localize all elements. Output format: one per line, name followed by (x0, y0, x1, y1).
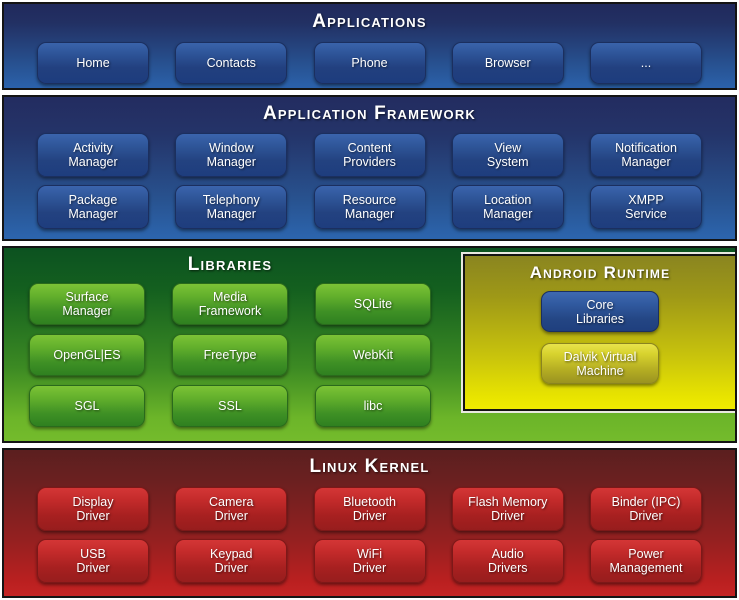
layer-title-application-framework: Application Framework (263, 103, 476, 124)
box-label: WebKit (352, 348, 394, 362)
box-label: ... (640, 56, 652, 70)
box-display-driver[interactable]: Display Driver (37, 487, 149, 531)
box-notification-manager[interactable]: Notification Manager (590, 133, 702, 177)
box-package-manager[interactable]: Package Manager (37, 185, 149, 229)
box-binder-ipc-driver[interactable]: Binder (IPC) Driver (590, 487, 702, 531)
box-freetype[interactable]: FreeType (172, 334, 288, 376)
box-opengl-es[interactable]: OpenGL|ES (29, 334, 145, 376)
box-label: SQLite (353, 297, 393, 311)
box-label: Surface Manager (62, 290, 112, 318)
box-item-4[interactable]: ... (590, 42, 702, 84)
framework-row-1: Activity Manager Window Manager Content Provi… (4, 123, 735, 177)
box-libc[interactable]: libc (315, 385, 431, 427)
box-activity-manager[interactable]: Activity Manager (37, 133, 149, 177)
kernel-row-2: USB Driver Keypad Driver WiFi Driver Audio Driv… (4, 531, 735, 583)
box-label: Resource Manager (342, 193, 397, 221)
kernel-row-1: Display Driver Camera Driver Bluetooth Driver… (4, 476, 735, 531)
box-dalvik-virtual-machine[interactable]: Dalvik Virtual Machine (541, 343, 659, 384)
box-webkit[interactable]: WebKit (315, 334, 431, 376)
box-camera-driver[interactable]: Camera Driver (175, 487, 288, 531)
box-label: Display Driver (72, 495, 114, 523)
box-label: Flash Memory Driver (468, 495, 548, 523)
box-label: Activity Manager (68, 141, 118, 169)
box-flash-memory-driver[interactable]: Flash Memory Driver (451, 487, 564, 531)
box-core-libraries[interactable]: Core Libraries (541, 291, 659, 332)
box-label: Package Manager (68, 193, 118, 221)
box-label: Location Manager (483, 193, 533, 221)
box-contacts[interactable]: Contacts (175, 42, 288, 84)
layer-linux-kernel: Linux Kernel Display Driver Camera Driver Bl… (2, 448, 737, 598)
box-label: Binder (IPC) Driver (611, 495, 681, 523)
box-label: FreeType (203, 348, 257, 362)
libraries-column: Libraries Surface Manager Media Framework SQ… (4, 248, 456, 427)
box-label: Browser (484, 56, 531, 70)
applications-row-1: Home Contacts Phone Browser... (4, 31, 735, 84)
layer-android-runtime: Android Runtime Core Libraries Dalvik Virt… (461, 252, 735, 413)
box-browser[interactable]: Browser (451, 42, 564, 84)
box-label: libc (363, 399, 383, 413)
runtime-boxes: Core Libraries Dalvik Virtual Machine (465, 281, 735, 384)
box-surface-manager[interactable]: Surface Manager (29, 283, 145, 325)
box-label: XMPP Service (625, 193, 667, 221)
libraries-row-2: OpenGL|ES FreeType WebKit (4, 325, 456, 376)
box-label: View System (486, 141, 529, 169)
box-wifi-driver[interactable]: WiFi Driver (313, 539, 426, 583)
box-label: Content Providers (343, 141, 396, 169)
box-label: SGL (74, 399, 100, 413)
box-label: WiFi Driver (352, 547, 387, 575)
box-label: Home (76, 56, 110, 70)
layer-title-applications: Applications (312, 11, 427, 32)
box-keypad-driver[interactable]: Keypad Driver (175, 539, 288, 583)
box-label: Keypad Driver (210, 547, 253, 575)
layer-applications: Applications Home Contacts Phone Browser... (2, 2, 737, 90)
box-sgl[interactable]: SGL (29, 385, 145, 427)
layer-title-android-runtime: Android Runtime (529, 263, 671, 282)
framework-row-2: Package Manager Telephony Manager Resource Ma… (4, 177, 735, 229)
box-ssl[interactable]: SSL (172, 385, 288, 427)
box-label: Phone (351, 56, 388, 70)
layer-title-libraries: Libraries (187, 254, 273, 275)
box-view-system[interactable]: View System (451, 133, 564, 177)
box-xmpp-service[interactable]: XMPP Service (590, 185, 702, 229)
box-label: Media Framework (198, 290, 262, 318)
libraries-row-1: Surface Manager Media Framework SQLite (4, 274, 456, 325)
layer-libraries: Libraries Surface Manager Media Framework SQ… (2, 246, 737, 443)
box-label: Core Libraries (576, 297, 624, 326)
box-telephony-manager[interactable]: Telephony Manager (175, 185, 288, 229)
box-media-framework[interactable]: Media Framework (172, 283, 288, 325)
box-usb-driver[interactable]: USB Driver (37, 539, 149, 583)
box-label: Telephony Manager (202, 193, 260, 221)
box-audio-drivers[interactable]: Audio Drivers (451, 539, 564, 583)
box-label: USB Driver (76, 547, 110, 575)
box-location-manager[interactable]: Location Manager (451, 185, 564, 229)
box-bluetooth-driver[interactable]: Bluetooth Driver (313, 487, 426, 531)
box-phone[interactable]: Phone (313, 42, 426, 84)
box-label: Dalvik Virtual Machine (563, 349, 637, 378)
box-power-management[interactable]: Power Management (590, 539, 702, 583)
box-label: SSL (218, 399, 242, 413)
box-content-providers[interactable]: Content Providers (313, 133, 426, 177)
layer-title-linux-kernel: Linux Kernel (309, 456, 430, 477)
box-label: Contacts (206, 56, 256, 70)
libraries-row-3: SGL SSL libc (4, 376, 456, 427)
box-label: Camera Driver (209, 495, 254, 523)
box-label: Notification Manager (615, 141, 677, 169)
box-home[interactable]: Home (37, 42, 149, 84)
box-label: Window Manager (206, 141, 256, 169)
box-resource-manager[interactable]: Resource Manager (313, 185, 426, 229)
box-label: OpenGL|ES (53, 348, 121, 362)
layer-application-framework: Application Framework Activity Manager Win… (2, 95, 737, 241)
box-label: Bluetooth Driver (343, 495, 396, 523)
box-label: Power Management (609, 547, 683, 575)
box-window-manager[interactable]: Window Manager (175, 133, 288, 177)
box-sqlite[interactable]: SQLite (315, 283, 431, 325)
box-label: Audio Drivers (487, 547, 528, 575)
